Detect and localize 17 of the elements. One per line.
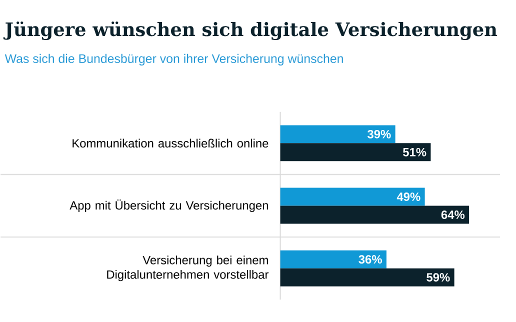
data-label: 49% xyxy=(396,192,420,202)
data-label: 36% xyxy=(358,255,382,264)
data-label: 39% xyxy=(368,130,391,139)
bar xyxy=(280,206,470,224)
bar xyxy=(280,188,425,206)
y-tick-label: Versicherung bei einem Digitalunternehmen vorstellbar xyxy=(107,256,269,282)
text: Was sich die Bundesbürger von ihrer Versicherung wünschen xyxy=(4,54,343,66)
y-tick-label: Kommunikation ausschließlich online xyxy=(72,138,268,148)
data-label: 59% xyxy=(426,273,450,282)
data-label: 64% xyxy=(441,210,465,220)
data-label: 51% xyxy=(402,148,426,157)
y-tick-label: App mit Übersicht zu Versicherungen xyxy=(70,200,268,212)
bar xyxy=(280,250,386,269)
bar xyxy=(280,125,396,144)
chart-title: Jüngere wünschen sich digitale Versicherungen xyxy=(3,22,498,40)
bar xyxy=(280,268,454,287)
bar xyxy=(280,143,431,162)
